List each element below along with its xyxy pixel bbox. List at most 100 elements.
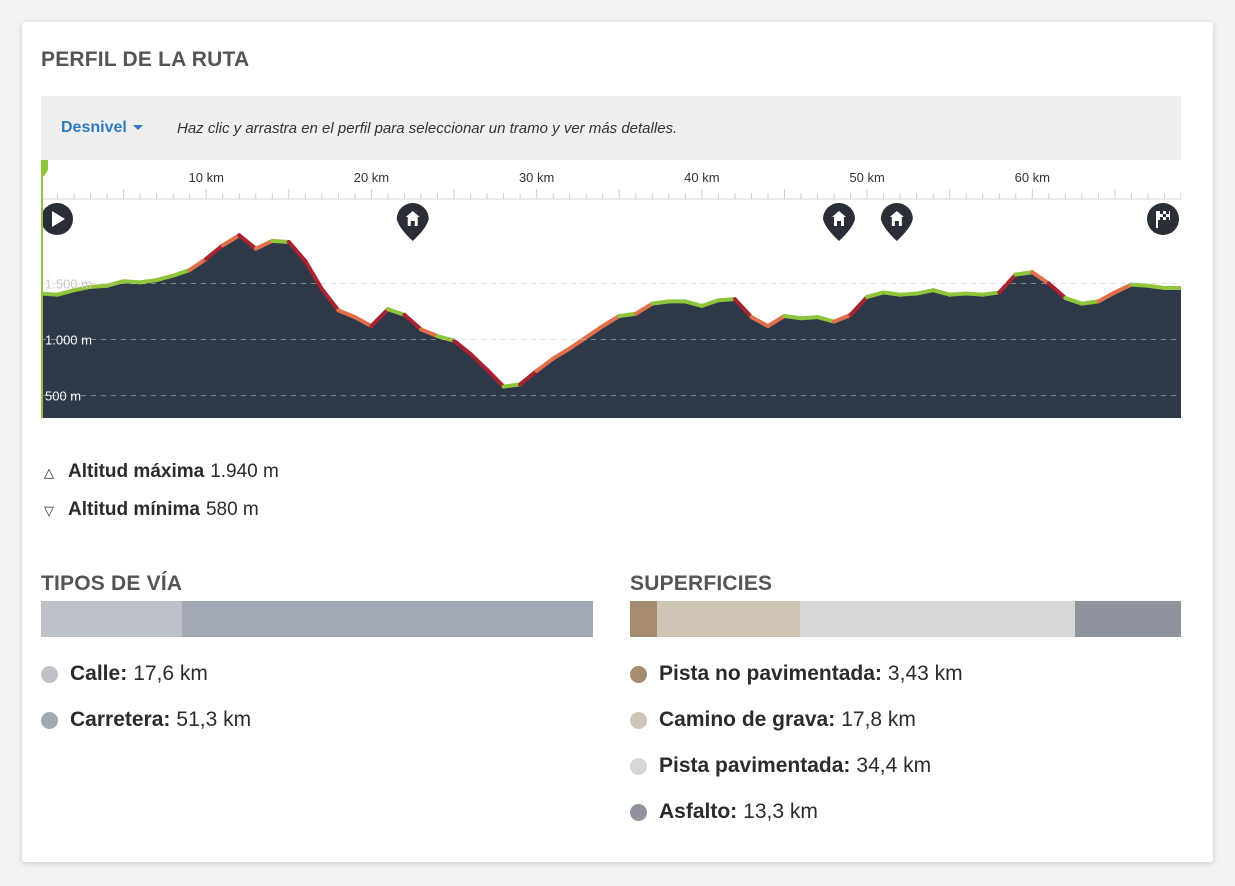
elevation-segment — [286, 239, 308, 264]
legend-value: 17,8 km — [841, 708, 916, 731]
min-altitude-value: 580 m — [205, 499, 259, 520]
y-tick-label: 1.500 m — [45, 276, 92, 291]
legend-item-asphalt: Asfalto: 13,3 km — [630, 800, 818, 824]
elevation-segment — [683, 299, 704, 308]
elevation-segment — [931, 288, 952, 297]
finish-flag-icon[interactable] — [1147, 203, 1179, 235]
min-altitude: ▽ Altitud mínima 580 m — [44, 499, 259, 521]
profile-hint: Haz clic y arrastra en el perfil para se… — [177, 120, 678, 137]
legend-label: Pista pavimentada: — [659, 754, 851, 777]
elevation-segment — [452, 338, 473, 357]
elevation-chart[interactable]: 500 m 1.000 m 1.500 m 10 km 20 km 30 km 40 km… — [41, 160, 1181, 418]
legend-item-calle: Calle: 17,6 km — [41, 662, 208, 686]
elevation-segment — [468, 352, 490, 372]
surface-segment-unpaved — [630, 601, 658, 637]
legend-label: Camino de grava: — [659, 708, 836, 731]
road-types-title: TIPOS DE VÍA — [41, 572, 183, 595]
legend-value: 51,3 km — [176, 708, 252, 731]
elevation-segment — [55, 288, 77, 297]
elevation-segment — [881, 290, 903, 297]
distance-ruler — [41, 189, 1181, 200]
elevation-segment — [534, 356, 556, 373]
elevation-segment — [765, 313, 787, 329]
play-icon[interactable] — [41, 203, 73, 235]
elevation-segment — [402, 312, 423, 332]
elevation-segment — [204, 243, 225, 261]
elevation-segment — [650, 299, 671, 306]
profile-title: PERFIL DE LA RUTA — [41, 48, 250, 71]
max-altitude: △ Altitud máxima 1.940 m — [44, 461, 279, 483]
y-axis-labels: 500 m 1.000 m 1.500 m — [41, 276, 1181, 404]
road-type-segment-carretera — [182, 601, 593, 637]
elevation-segment — [699, 298, 721, 308]
metric-dropdown-label: Desnivel — [61, 119, 127, 136]
elevation-segment — [997, 272, 1018, 295]
legend-label: Carretera: — [70, 708, 171, 731]
elevation-segment — [633, 301, 655, 316]
surfaces-bar — [630, 601, 1181, 637]
elevation-segment — [319, 287, 341, 313]
elevation-segment — [253, 238, 275, 251]
elevation-segment — [1046, 281, 1068, 301]
elevation-segment — [270, 238, 291, 244]
triangle-down-icon: ▽ — [44, 503, 54, 518]
legend-label: Asfalto: — [659, 800, 738, 823]
elevation-segment — [138, 278, 159, 285]
road-types-bar — [41, 601, 593, 637]
surface-segment-gravel — [657, 601, 800, 637]
legend-value: 3,43 km — [887, 662, 963, 685]
shelter-icon[interactable] — [880, 203, 913, 241]
elevation-segment — [352, 315, 374, 329]
surface-segment-asphalt — [1074, 601, 1181, 637]
elevation-segment — [898, 291, 919, 297]
y-tick-label: 1.000 m — [45, 333, 92, 348]
legend-label: Calle: — [70, 662, 128, 685]
elevation-segment — [385, 307, 407, 317]
max-altitude-label: Altitud máxima — [68, 461, 205, 482]
legend-label: Pista no pavimentada: — [659, 662, 882, 685]
elevation-segment — [914, 288, 936, 296]
x-tick-label: 30 km — [519, 170, 554, 185]
elevation-segment — [832, 312, 853, 324]
x-tick-label: 60 km — [1015, 170, 1050, 185]
elevation-segment — [732, 297, 754, 320]
legend-dot — [630, 665, 647, 683]
legend-item-paved: Pista pavimentada: 34,4 km — [630, 754, 931, 778]
elevation-segment — [617, 311, 638, 318]
elevation-segment — [88, 283, 110, 289]
legend-dot — [630, 757, 647, 775]
elevation-segment — [848, 294, 870, 317]
elevation-segment — [964, 291, 985, 297]
elevation-segment — [600, 313, 622, 329]
elevation-segment — [72, 284, 93, 293]
legend-dot — [630, 711, 647, 729]
min-altitude-label: Altitud mínima — [68, 499, 200, 520]
elevation-segment — [485, 367, 506, 389]
x-axis-labels: 10 km 20 km 30 km 40 km 50 km 60 km — [189, 170, 1050, 185]
route-profile-card: PERFIL DE LA RUTA Desnivel Haz clic y ar… — [22, 22, 1213, 862]
elevation-area — [41, 235, 1181, 418]
elevation-segment — [419, 327, 440, 339]
legend-item-carretera: Carretera: 51,3 km — [41, 708, 251, 732]
x-tick-label: 20 km — [354, 170, 389, 185]
elevation-segment — [1145, 283, 1167, 290]
surface-segment-paved — [799, 601, 1075, 637]
profile-toolbar: Desnivel Haz clic y arrastra en el perfi… — [41, 96, 1181, 160]
elevation-segment — [1112, 282, 1134, 295]
legend-dot — [41, 711, 58, 729]
max-altitude-value: 1.940 m — [210, 461, 279, 482]
position-cursor[interactable] — [41, 160, 48, 418]
elevation-segment — [501, 382, 523, 389]
x-tick-label: 40 km — [684, 170, 719, 185]
legend-value: 17,6 km — [133, 662, 208, 685]
shelter-icon[interactable] — [823, 203, 855, 241]
elevation-segment — [369, 307, 390, 329]
elevation-segment — [121, 279, 143, 285]
elevation-segment — [551, 346, 572, 361]
metric-dropdown[interactable]: Desnivel — [61, 119, 143, 137]
elevation-segment — [336, 308, 357, 320]
waypoint-markers — [41, 203, 1179, 241]
elevation-segment — [799, 315, 820, 321]
shelter-icon[interactable] — [396, 203, 429, 241]
elevation-segment — [947, 291, 969, 297]
